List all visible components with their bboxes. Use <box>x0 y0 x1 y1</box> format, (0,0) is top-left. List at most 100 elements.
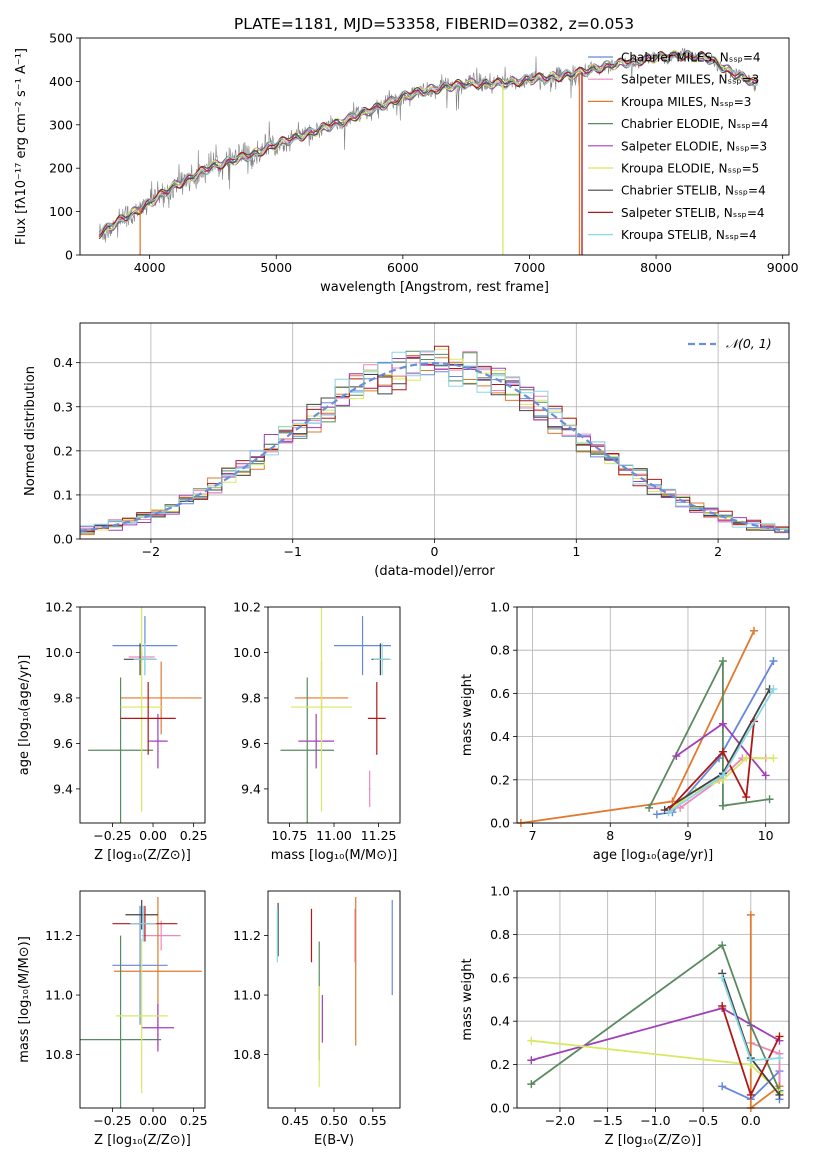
y-tick-label: 0 <box>65 248 73 263</box>
y-tick-label: 10.0 <box>45 645 73 660</box>
y-tick-label: 9.6 <box>53 736 73 751</box>
x-tick-label: 7000 <box>514 260 546 275</box>
spectrum-model-line <box>98 51 758 238</box>
axes-frame <box>79 606 206 824</box>
mass-weight-marker <box>746 1090 755 1099</box>
mass-weight-marker <box>645 803 654 812</box>
spectrum-model-line <box>99 51 758 235</box>
mass-weight-marker <box>527 1036 536 1045</box>
y-tick-label: 0.6 <box>490 686 510 701</box>
y-tick-label: 0.6 <box>490 970 510 985</box>
mass-weight-marker <box>718 719 727 728</box>
legend-label: Chabrier ELODIE, Nₛₛₚ=4 <box>621 117 768 131</box>
x-tick-label: 0.00 <box>139 1113 167 1128</box>
x-tick-label: 7 <box>529 828 537 843</box>
mass-weight-line <box>656 660 775 816</box>
y-tick-label: 9.8 <box>53 690 73 705</box>
y-tick-label: 0.4 <box>490 729 510 744</box>
x-tick-label: 0.50 <box>320 1113 348 1128</box>
y-tick-label: 11.0 <box>45 988 73 1003</box>
x-tick-label: −0.5 <box>688 1113 718 1128</box>
y-tick-label: 10.8 <box>45 1047 73 1062</box>
mass-weight-marker <box>718 1082 727 1091</box>
x-tick-label: 5000 <box>260 260 292 275</box>
x-tick-label: 6000 <box>387 260 419 275</box>
mass-weight-marker <box>718 1002 727 1011</box>
mass-weight-marker <box>742 754 751 763</box>
y-tick-label: 9.4 <box>241 781 261 796</box>
x-tick-label: 9 <box>684 828 692 843</box>
y-tick-label: 0.3 <box>53 399 73 414</box>
x-axis-label: wavelength [Angstrom, rest frame] <box>320 280 549 295</box>
panel-mass_vs_Z: −0.25 0.00 0.25 10.8 11.0 11.2 Z [log₁₀(Z/Z⊙)]… <box>17 890 208 1148</box>
y-tick-label: 9.6 <box>241 736 261 751</box>
x-tick-label: 4000 <box>134 260 166 275</box>
spectrum-model-line <box>98 49 758 238</box>
mass-weight-marker <box>527 1056 536 1065</box>
x-tick-label: 11.00 <box>316 828 352 843</box>
x-tick-label: 8 <box>606 828 614 843</box>
y-tick-label: 0.2 <box>490 772 510 787</box>
legend-label: Salpeter MILES, Nₛₛₚ=3 <box>621 73 759 87</box>
y-axis-label: mass weight <box>460 958 475 1040</box>
x-tick-label: 10 <box>758 828 774 843</box>
x-tick-label: 11.25 <box>361 828 397 843</box>
mass-weight-marker <box>664 808 673 817</box>
axes-frame <box>79 322 790 540</box>
x-tick-label: −0.25 <box>93 828 131 843</box>
x-axis-label: Z [log₁₀(Z/Z⊙)] <box>94 1133 191 1148</box>
axes-frame <box>79 890 206 1109</box>
y-tick-label: 0.4 <box>53 355 73 370</box>
mass-weight-marker <box>750 626 759 635</box>
panel-mw_vs_age: 7 8 9 10 0.0 0.2 0.4 0.6 0.8 1.0 age [log₁₀(age/yr… <box>460 600 790 863</box>
y-tick-label: 0.0 <box>490 1101 510 1116</box>
axes-frame <box>516 606 790 824</box>
x-tick-label: −1 <box>283 544 301 559</box>
x-tick-label: 0 <box>431 544 439 559</box>
mass-weight-marker <box>775 1090 784 1099</box>
mass-weight-marker <box>718 747 727 756</box>
legend-label: Kroupa MILES, Nₛₛₚ=3 <box>621 95 751 109</box>
y-tick-label: 10.2 <box>45 600 73 615</box>
x-tick-label: −2.0 <box>545 1113 575 1128</box>
x-axis-label: age [log₁₀(age/yr)] <box>593 848 714 863</box>
x-axis-label: Z [log₁₀(Z/Z⊙)] <box>94 848 191 863</box>
x-axis-label: (data-model)/error <box>374 564 495 579</box>
panel-mw_vs_Z: −2.0 −1.5 −1.0 −0.5 0.0 0.0 0.2 0.4 0.6 0.8 1.0 Z [… <box>460 884 790 1148</box>
x-tick-label: 0.0 <box>741 1113 761 1128</box>
mass-weight-line <box>530 943 781 1091</box>
x-tick-label: −1.0 <box>640 1113 670 1128</box>
y-axis-label: Flux [fλ10⁻¹⁷ erg cm⁻² s⁻¹ A⁻¹] <box>14 48 29 245</box>
histogram-step <box>80 350 789 536</box>
mass-weight-marker <box>746 1056 755 1065</box>
y-tick-label: 1.0 <box>490 600 510 615</box>
mass-weight-marker <box>652 810 661 819</box>
y-axis-label: Normed distribution <box>23 366 38 496</box>
legend-label: Kroupa ELODIE, Nₛₛₚ=5 <box>621 162 759 176</box>
axes-frame <box>267 606 401 824</box>
x-tick-label: 0.25 <box>180 1113 208 1128</box>
y-axis-label: mass [log₁₀(M/M⊙)] <box>17 936 32 1063</box>
legend-label: Chabrier STELIB, Nₛₛₚ=4 <box>621 184 766 198</box>
normal-curve <box>80 361 789 533</box>
x-tick-label: 1 <box>572 544 580 559</box>
mass-weight-marker <box>718 973 727 982</box>
panel-residuals: −2 −1 0 1 2 0.0 0.1 0.2 0.3 0.4 (data-model)/error… <box>23 322 790 579</box>
x-tick-label: 0.25 <box>180 828 208 843</box>
mass-weight-marker <box>742 793 751 802</box>
legend-label: Salpeter ELODIE, Nₛₛₚ=3 <box>621 139 767 153</box>
y-tick-label: 100 <box>49 204 73 219</box>
legend-label: Salpeter STELIB, Nₛₛₚ=4 <box>621 206 765 220</box>
x-tick-label: −0.25 <box>93 1113 131 1128</box>
y-tick-label: 9.8 <box>241 690 261 705</box>
mass-weight-line <box>648 660 770 809</box>
x-tick-label: −1.5 <box>592 1113 622 1128</box>
panel-mass_vs_ebv: 0.45 0.50 0.55 10.8 11.0 11.2 E(B-V) <box>233 890 401 1148</box>
x-tick-label: 10.75 <box>272 828 308 843</box>
y-axis-label: age [log₁₀(age/yr)] <box>17 655 32 776</box>
mass-weight-marker <box>769 754 778 763</box>
mass-weight-marker <box>769 685 778 694</box>
y-tick-label: 0.0 <box>53 532 73 547</box>
x-axis-label: E(B-V) <box>314 1133 354 1148</box>
